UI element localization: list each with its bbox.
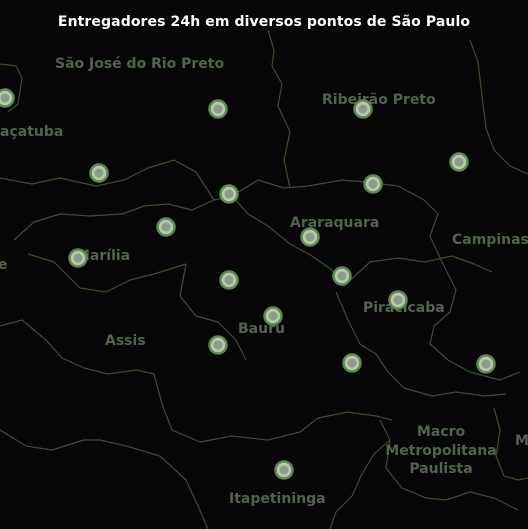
region-border xyxy=(0,63,23,113)
marker-core xyxy=(94,168,104,178)
map-marker-dot-icon[interactable] xyxy=(300,227,320,247)
region-border xyxy=(0,159,285,201)
region-label-campinas: Campinas xyxy=(452,232,528,248)
map-marker-dot-icon[interactable] xyxy=(0,88,15,108)
map-marker-dot-icon[interactable] xyxy=(363,174,383,194)
region-label-macro-line2: Metropolitana xyxy=(385,443,496,459)
region-border xyxy=(99,439,209,529)
region-border xyxy=(231,195,493,287)
region-label-itapetininga: Itapetininga xyxy=(229,491,326,507)
delivery-markers[interactable] xyxy=(0,88,496,480)
map-marker-dot-icon[interactable] xyxy=(332,266,352,286)
marker-core xyxy=(337,271,347,281)
map-marker-dot-icon[interactable] xyxy=(263,306,283,326)
map-marker-dot-icon[interactable] xyxy=(219,184,239,204)
region-border xyxy=(493,407,528,481)
region-label-edge-right: M xyxy=(515,433,528,449)
map-marker-dot-icon[interactable] xyxy=(89,163,109,183)
region-border xyxy=(379,419,519,511)
region-label-macro-line1: Macro xyxy=(417,424,466,440)
map-marker-dot-icon[interactable] xyxy=(353,99,373,119)
map-marker-dot-icon[interactable] xyxy=(208,99,228,119)
region-border xyxy=(13,199,215,241)
marker-core xyxy=(213,104,223,114)
marker-core xyxy=(454,157,464,167)
marker-core xyxy=(224,189,234,199)
region-border xyxy=(335,291,507,397)
marker-core xyxy=(393,295,403,305)
map-marker-dot-icon[interactable] xyxy=(208,335,228,355)
marker-core xyxy=(161,222,171,232)
region-border xyxy=(469,39,528,175)
marker-core xyxy=(0,93,10,103)
map-title: Entregadores 24h em diversos pontos de S… xyxy=(57,14,471,30)
marker-core xyxy=(368,179,378,189)
region-border xyxy=(0,319,301,443)
marker-core xyxy=(358,104,368,114)
region-label-aracatuba: açatuba xyxy=(0,124,63,140)
region-borders xyxy=(0,29,528,529)
marker-core xyxy=(481,359,491,369)
marker-core xyxy=(305,232,315,242)
region-border xyxy=(27,253,187,293)
map-marker-dot-icon[interactable] xyxy=(342,353,362,373)
map-marker-dot-icon[interactable] xyxy=(388,290,408,310)
region-label-piracicaba: Piracicaba xyxy=(363,300,445,316)
marker-core xyxy=(347,358,357,368)
region-label-edge-left: e xyxy=(0,257,8,273)
map-marker-dot-icon[interactable] xyxy=(219,270,239,290)
region-border xyxy=(299,411,393,433)
map-marker-dot-icon[interactable] xyxy=(274,460,294,480)
region-border xyxy=(0,429,100,451)
region-label-assis: Assis xyxy=(105,333,146,349)
marker-core xyxy=(213,340,223,350)
region-border xyxy=(179,263,247,361)
marker-core xyxy=(224,275,234,285)
marker-core xyxy=(279,465,289,475)
region-label-ribeirao-preto: Ribeirão Preto xyxy=(322,92,436,108)
region-border xyxy=(267,29,291,189)
region-border xyxy=(429,235,521,381)
map-marker-dot-icon[interactable] xyxy=(156,217,176,237)
region-border xyxy=(329,439,391,529)
marker-core xyxy=(73,253,83,263)
region-label-araraquara: Araraquara xyxy=(290,215,379,231)
marker-core xyxy=(268,311,278,321)
region-label-macro-line3: Paulista xyxy=(409,461,472,477)
map-marker-dot-icon[interactable] xyxy=(449,152,469,172)
region-label-marilia: Marília xyxy=(76,248,130,264)
map-marker-dot-icon[interactable] xyxy=(476,354,496,374)
map-marker-dot-icon[interactable] xyxy=(68,248,88,268)
region-label-sao-jose-do-rio-preto: São José do Rio Preto xyxy=(55,56,224,72)
